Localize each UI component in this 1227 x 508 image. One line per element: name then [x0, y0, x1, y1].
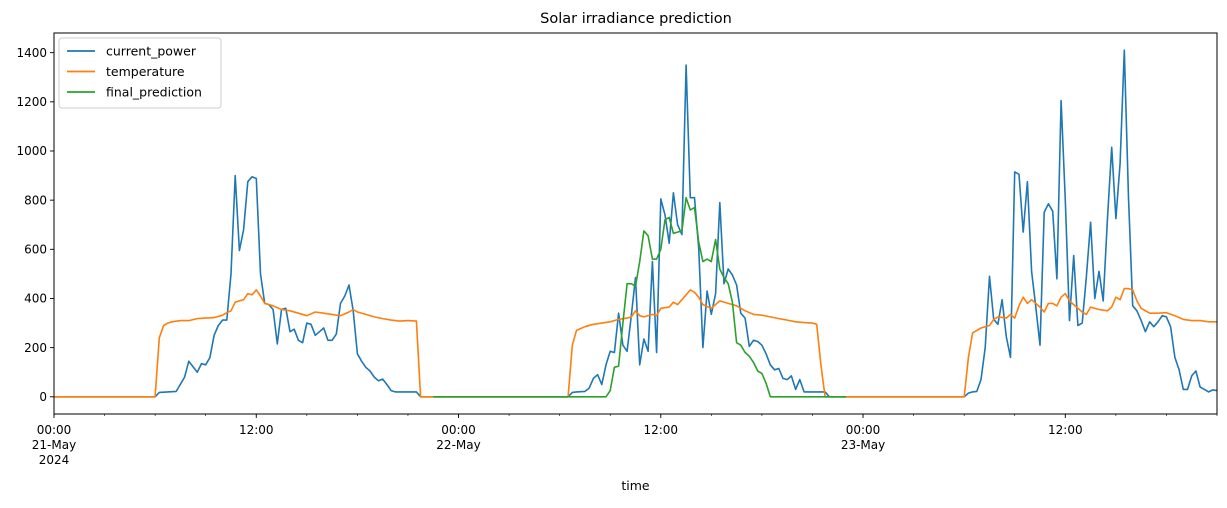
series-line-temperature: [54, 287, 1217, 398]
series-line-final_prediction: [433, 196, 847, 398]
chart-title: Solar irradiance prediction: [540, 11, 732, 27]
y-tick-label: 800: [24, 193, 47, 207]
y-tick-label: 1400: [16, 46, 47, 60]
x-tick-label: 23-May: [841, 438, 885, 452]
x-tick-label: 2024: [39, 453, 70, 467]
x-tick-label: 00:00: [441, 423, 476, 437]
series-line-current_power: [54, 49, 1217, 398]
x-tick-label: 12:00: [1048, 423, 1083, 437]
legend-box: [58, 37, 222, 109]
y-tick-label: 400: [24, 292, 47, 306]
series-layer: [54, 49, 1217, 398]
legend: current_power temperature final_prediction: [58, 37, 222, 109]
x-tick-label: 22-May: [436, 438, 480, 452]
y-tick-label: 0: [39, 390, 47, 404]
y-axis: 0 200 400 600 800 1000 1200 1400: [16, 46, 54, 404]
x-tick-label: 00:00: [37, 423, 72, 437]
x-tick-label: 12:00: [643, 423, 678, 437]
y-tick-label: 1200: [16, 95, 47, 109]
y-tick-label: 1000: [16, 144, 47, 158]
legend-label: temperature: [106, 64, 185, 79]
y-tick-label: 200: [24, 341, 47, 355]
legend-label: final_prediction: [106, 85, 202, 100]
x-axis-label: time: [621, 478, 650, 493]
y-tick-label: 600: [24, 243, 47, 257]
plot-frame: [53, 32, 1218, 415]
x-tick-label: 00:00: [846, 423, 881, 437]
x-tick-label: 21-May: [32, 438, 76, 452]
x-tick-label: 12:00: [239, 423, 274, 437]
legend-label: current_power: [106, 44, 197, 59]
